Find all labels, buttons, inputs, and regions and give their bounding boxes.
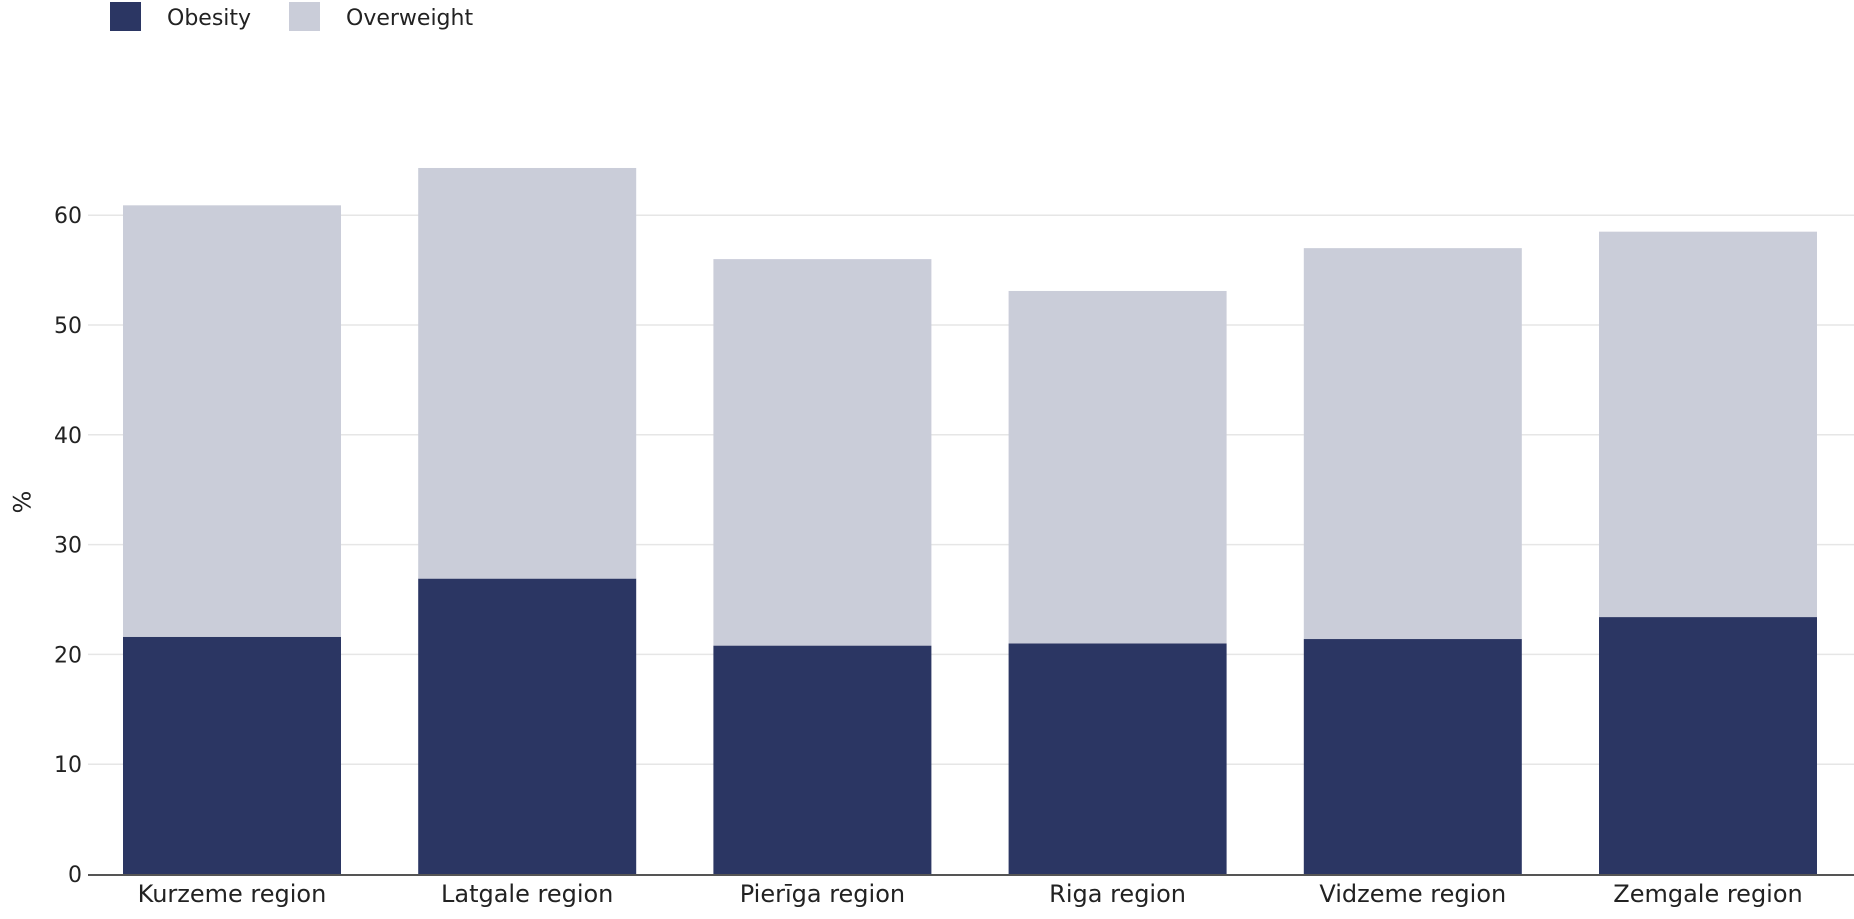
legend-label-obesity[interactable]: Obesity xyxy=(167,6,251,31)
legend-swatch-obesity[interactable] xyxy=(110,2,141,31)
bar-obesity-2[interactable] xyxy=(418,578,637,874)
legend-swatch-overweight[interactable] xyxy=(289,2,320,31)
x-tick-label: Zemgale region xyxy=(1613,880,1803,908)
legend: Obesity Overweight xyxy=(110,2,473,31)
y-axis-ticks: 0 10 20 30 40 50 60 xyxy=(54,204,82,888)
x-axis-ticks: Kurzeme region Latgale region Pierīga regi… xyxy=(138,880,1803,908)
y-tick-label: 50 xyxy=(54,314,82,339)
y-tick-label: 20 xyxy=(54,643,82,668)
legend-label-overweight[interactable]: Overweight xyxy=(346,6,473,31)
x-tick-label: Kurzeme region xyxy=(138,880,327,908)
y-tick-label: 0 xyxy=(68,863,82,888)
y-axis-label: % xyxy=(7,491,35,514)
y-tick-label: 60 xyxy=(54,204,82,229)
bar-obesity-3[interactable] xyxy=(713,645,932,874)
bar-obesity-1[interactable] xyxy=(123,636,341,874)
bar-overweight-1[interactable] xyxy=(123,205,341,637)
bars xyxy=(123,167,1817,874)
bar-overweight-5[interactable] xyxy=(1303,248,1522,640)
y-tick-label: 40 xyxy=(54,424,82,449)
bar-overweight-4[interactable] xyxy=(1008,290,1227,644)
y-tick-label: 30 xyxy=(54,534,82,559)
bar-obesity-6[interactable] xyxy=(1599,617,1817,874)
bar-overweight-3[interactable] xyxy=(713,259,932,646)
bar-overweight-2[interactable] xyxy=(418,167,637,579)
x-tick-label: Riga region xyxy=(1049,880,1186,908)
x-tick-label: Latgale region xyxy=(441,880,613,908)
gridlines xyxy=(88,214,1854,765)
x-tick-label: Pierīga region xyxy=(740,880,905,908)
bar-obesity-4[interactable] xyxy=(1008,643,1227,874)
y-tick-label: 10 xyxy=(54,753,82,778)
bar-overweight-6[interactable] xyxy=(1599,231,1817,618)
x-tick-label: Vidzeme region xyxy=(1319,880,1506,908)
bar-obesity-5[interactable] xyxy=(1303,639,1522,874)
